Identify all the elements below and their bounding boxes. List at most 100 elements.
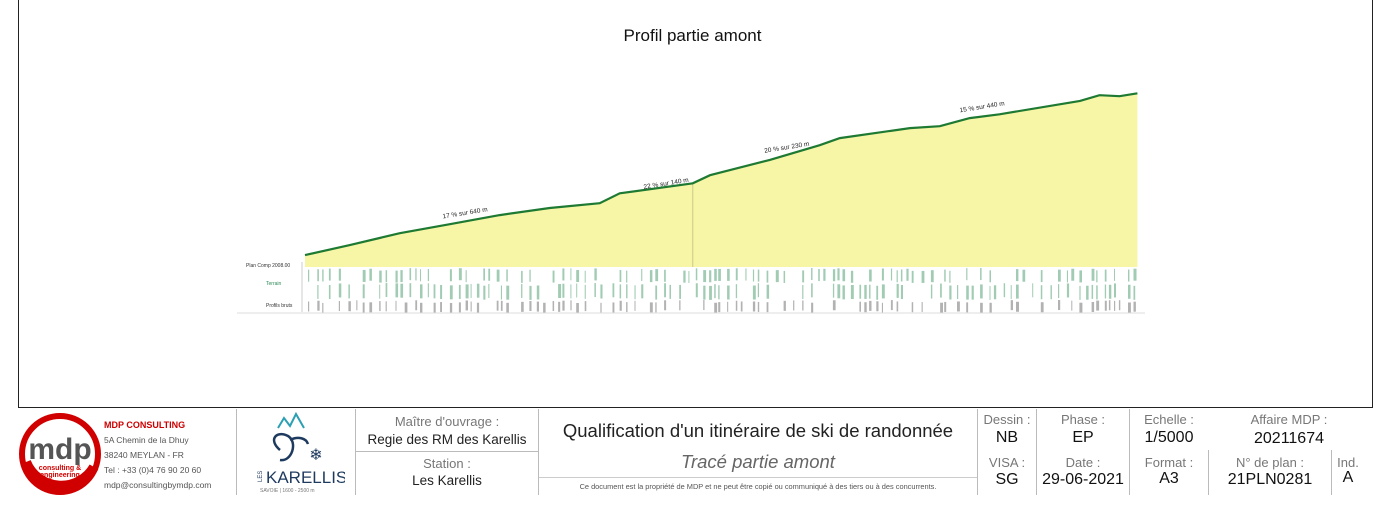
band-value-mark [1032, 283, 1034, 298]
band-value-mark [594, 283, 596, 298]
band-value-mark [709, 285, 712, 300]
band-value-mark [543, 302, 546, 313]
band-value-mark [338, 268, 341, 281]
band-value-mark [1058, 269, 1061, 282]
band-value-mark [395, 283, 399, 298]
band-value-mark [869, 269, 872, 282]
band-value-mark [449, 285, 453, 300]
band-value-mark [476, 302, 480, 313]
band-value-mark [470, 301, 472, 312]
band-value-mark [600, 284, 603, 299]
band-value-mark [655, 302, 657, 313]
band-value-mark [783, 300, 786, 311]
band-value-mark [409, 283, 412, 298]
divider [1129, 409, 1130, 495]
band-value-mark [379, 284, 381, 299]
band-value-mark [1016, 301, 1019, 312]
band-value-mark [576, 283, 578, 298]
band-value-mark [420, 269, 421, 282]
band-value-mark [1091, 284, 1094, 299]
band-value-mark [348, 301, 351, 312]
band-value-mark [802, 300, 804, 311]
band-value-mark [415, 268, 417, 281]
band-value-mark [745, 268, 747, 281]
band-value-mark [529, 285, 532, 300]
band-value-mark [317, 300, 320, 311]
band-value-mark [440, 284, 443, 299]
company-name: MDP CONSULTING [104, 420, 186, 430]
company-address2: 38240 MEYLAN - FR [104, 450, 184, 460]
band-value-mark [980, 302, 983, 313]
band-value-mark [427, 283, 429, 298]
band-label-terrain: Terrain [266, 281, 282, 287]
band-value-mark [966, 285, 969, 300]
band-value-mark [949, 285, 952, 300]
band-value-mark [649, 302, 653, 313]
band-value-mark [570, 268, 572, 281]
band-value-mark [709, 270, 712, 283]
band-value-mark [911, 270, 914, 283]
band-value-mark [536, 285, 540, 300]
band-value-mark [458, 302, 461, 313]
band-value-mark [521, 270, 523, 283]
band-value-mark [626, 302, 628, 313]
band-value-mark [379, 301, 381, 312]
band-value-mark [1118, 300, 1121, 311]
band-value-mark [328, 268, 331, 281]
band-value-mark [896, 270, 898, 283]
band-value-mark [465, 284, 469, 299]
band-value-mark [317, 269, 319, 282]
band-value-mark [679, 300, 681, 311]
band-value-mark [521, 283, 523, 298]
band-value-mark [1108, 300, 1111, 311]
band-value-mark [864, 302, 867, 313]
band-value-mark [420, 284, 423, 299]
band-value-mark [837, 268, 840, 281]
band-value-mark [465, 270, 467, 283]
band-value-mark [562, 300, 565, 311]
band-value-mark [752, 269, 755, 282]
band-value-mark [802, 270, 805, 283]
band-value-mark [900, 285, 903, 300]
band-value-mark [496, 269, 500, 282]
divider [539, 477, 977, 478]
band-value-mark [619, 300, 622, 311]
company-info: MDP CONSULTING 5A Chemin de la Dhuy 3824… [104, 418, 211, 493]
band-value-mark [1071, 268, 1075, 281]
band-value-mark [930, 270, 934, 283]
band-value-mark [483, 268, 485, 281]
data-bands [308, 268, 1137, 313]
divider [236, 409, 237, 495]
band-value-mark [317, 284, 319, 299]
drawing-frame [18, 0, 1373, 408]
echelle-value: 1/5000 [1144, 429, 1194, 446]
band-value-mark [703, 300, 705, 311]
band-value-mark [900, 269, 903, 282]
band-value-mark [683, 270, 686, 283]
band-value-mark [757, 283, 759, 298]
band-value-mark [811, 268, 813, 281]
logo-text: KARELLIS [266, 468, 345, 487]
terrain-area [305, 93, 1138, 267]
band-value-mark [850, 270, 854, 283]
band-value-mark [876, 285, 879, 300]
band-value-mark [449, 302, 453, 313]
band-value-mark [322, 269, 324, 282]
band-value-mark [757, 269, 760, 282]
band-value-mark [558, 301, 561, 312]
band-value-mark [1114, 283, 1116, 298]
band-value-mark [688, 270, 690, 283]
band-value-mark [433, 302, 436, 313]
band-value-mark [483, 285, 486, 300]
band-value-mark [740, 301, 743, 312]
band-value-mark [1133, 268, 1137, 281]
band-value-mark [500, 285, 502, 300]
band-value-mark [766, 302, 769, 313]
band-value-mark [989, 285, 991, 300]
band-label-plan-comp: Plan Comp 2008.00 [246, 263, 290, 269]
band-value-mark [811, 283, 813, 298]
band-value-mark [881, 302, 883, 313]
dessin-label: Dessin : [983, 412, 1031, 427]
band-value-mark [876, 301, 879, 312]
band-value-mark [989, 302, 992, 313]
